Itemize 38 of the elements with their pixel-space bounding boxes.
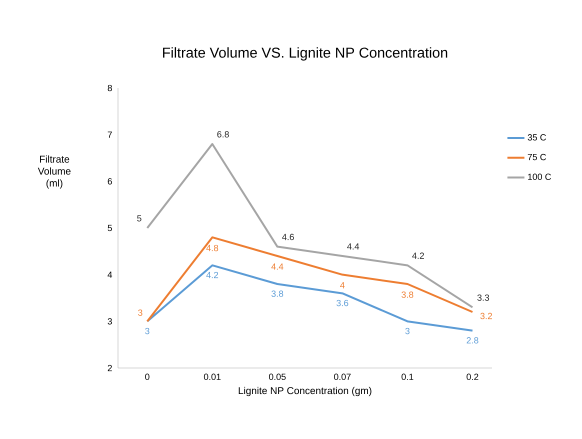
x-tick-label: 0.05: [268, 374, 286, 380]
x-tick-label: 0.07: [334, 374, 351, 380]
data-label: 3: [145, 328, 150, 334]
data-label: 4.4: [271, 264, 284, 270]
legend-label: 35 C: [528, 134, 546, 141]
y-tick-label: 8: [108, 84, 112, 92]
data-label: 6.8: [217, 131, 229, 138]
data-label: 4.2: [206, 272, 218, 278]
data-label: 4.6: [282, 234, 294, 240]
data-label: 3.2: [480, 312, 492, 320]
data-label: 3: [138, 309, 142, 316]
data-label: 4: [340, 282, 345, 288]
y-tick-label: 6: [108, 178, 112, 185]
data-label: 3.8: [402, 292, 414, 298]
data-label: 3.8: [271, 290, 284, 297]
legend-label: 75 C: [528, 154, 546, 160]
data-label: 3: [405, 328, 410, 334]
data-label: 3.6: [336, 300, 348, 306]
y-tick-label: 4: [108, 272, 112, 278]
y-tick-label: 2: [108, 364, 112, 372]
x-tick-label: 0.1: [402, 374, 414, 380]
x-tick-label: 0.01: [204, 374, 221, 380]
x-tick-label: 0: [145, 374, 150, 380]
data-label: 4.4: [347, 243, 360, 250]
y-tick-label: 7: [108, 132, 112, 138]
x-axis-title: Lignite NP Concentration (gm): [238, 386, 372, 396]
legend-label: 100 C: [528, 174, 551, 180]
data-label: 4.8: [206, 244, 218, 252]
chart-title: Filtrate Volume VS. Lignite NP Concentration: [163, 47, 448, 61]
y-tick-label: 5: [108, 224, 112, 232]
line-series: [146, 143, 474, 308]
y-tick-label: 3: [108, 318, 112, 325]
data-label: 4.2: [412, 252, 424, 259]
x-tick-label: 0.2: [466, 374, 478, 380]
data-label: 3.3: [477, 294, 490, 301]
data-label: 2.8: [466, 337, 478, 344]
data-label: 5: [137, 215, 142, 222]
y-axis-title: Filtrate Volume (ml): [38, 155, 71, 189]
